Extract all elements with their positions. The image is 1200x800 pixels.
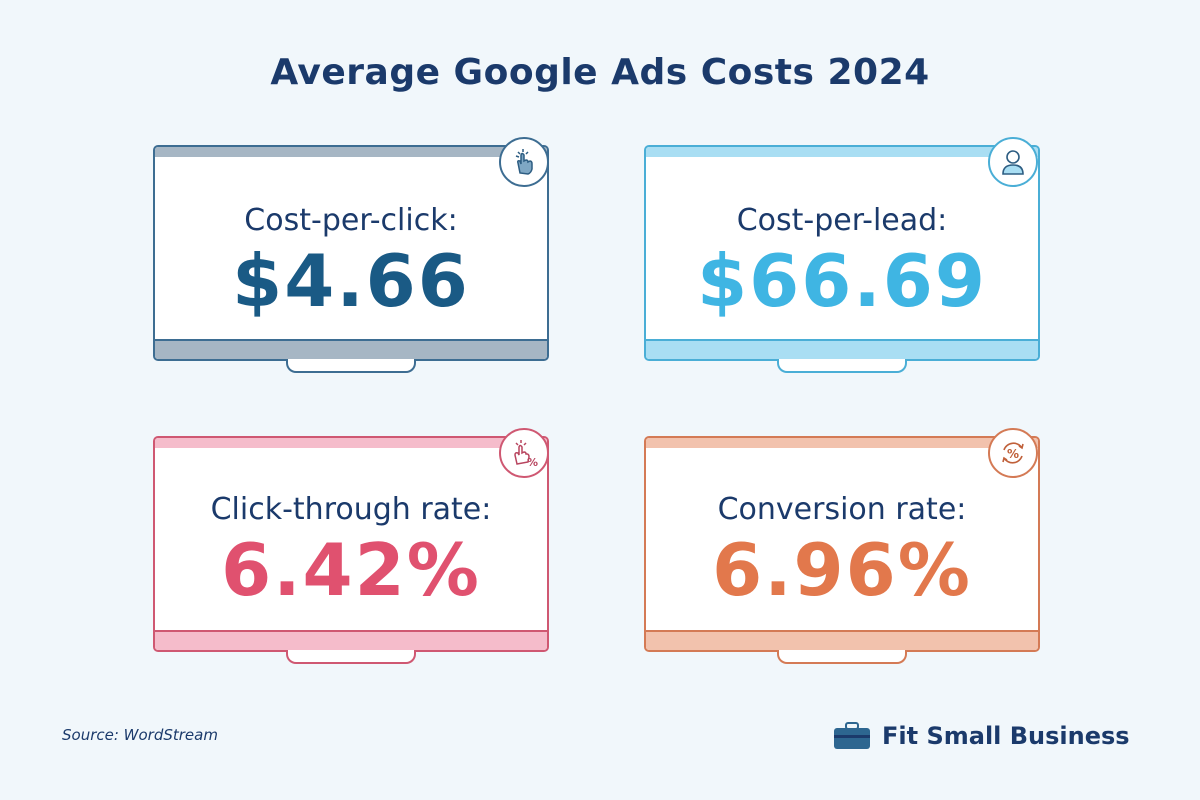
svg-text:%: % — [527, 456, 538, 468]
click-percent-icon: % — [499, 428, 549, 478]
metric-value: 6.42% — [221, 528, 481, 612]
monitor-screen: Cost-per-click: $4.66 — [153, 145, 549, 361]
monitor-stand — [286, 359, 416, 373]
monitor-bottom-bar — [646, 630, 1038, 650]
monitor-bottom-bar — [155, 339, 547, 359]
percent-cycle-icon: % — [988, 428, 1038, 478]
monitor-screen: Cost-per-lead: $66.69 — [644, 145, 1040, 361]
monitor-screen: Conversion rate: 6.96% — [644, 436, 1040, 652]
metric-card-conversion-rate: Conversion rate: 6.96% % — [644, 428, 1040, 666]
metric-value: 6.96% — [712, 528, 972, 612]
page-title: Average Google Ads Costs 2024 — [270, 52, 930, 93]
svg-text:%: % — [1007, 447, 1019, 461]
metric-label: Cost-per-lead: — [736, 203, 948, 238]
monitor-top-bar — [646, 147, 1038, 157]
metric-value: $4.66 — [232, 239, 470, 323]
brand-name: Fit Small Business — [882, 722, 1130, 750]
user-icon — [988, 137, 1038, 187]
metric-value: $66.69 — [697, 239, 987, 323]
brand-logo: Fit Small Business — [832, 720, 1130, 752]
metric-card-cost-per-click: Cost-per-click: $4.66 — [153, 137, 549, 375]
monitor-top-bar — [646, 438, 1038, 448]
monitor-bottom-bar — [155, 630, 547, 650]
monitor-top-bar — [155, 147, 547, 157]
monitor-screen: Click-through rate: 6.42% — [153, 436, 549, 652]
monitor-stand — [777, 359, 907, 373]
monitor-stand — [777, 650, 907, 664]
metric-label: Conversion rate: — [717, 492, 967, 527]
briefcase-icon — [834, 722, 870, 749]
metric-card-cost-per-lead: Cost-per-lead: $66.69 — [644, 137, 1040, 375]
metric-label: Click-through rate: — [210, 492, 492, 527]
click-hand-icon — [499, 137, 549, 187]
monitor-top-bar — [155, 438, 547, 448]
monitor-bottom-bar — [646, 339, 1038, 359]
source-credit: Source: WordStream — [62, 726, 218, 744]
monitor-stand — [286, 650, 416, 664]
metric-card-click-through-rate: Click-through rate: 6.42% % — [153, 428, 549, 666]
metric-label: Cost-per-click: — [244, 203, 458, 238]
